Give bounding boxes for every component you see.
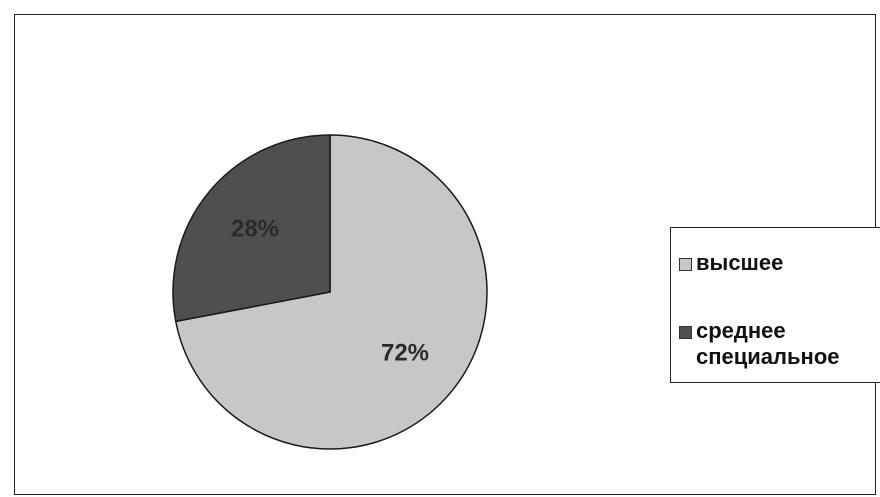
legend-swatch-secondary [679, 326, 692, 339]
legend-label-secondary: среднее специальное [696, 318, 840, 369]
legend-label-higher: высшее [696, 250, 784, 275]
slice-label-higher: 72% [381, 339, 429, 366]
pie-slice-secondary [172, 134, 331, 323]
legend-entry-higher: высшее [679, 250, 880, 276]
legend-entry-secondary: среднее специальное [679, 318, 880, 370]
pie-slice-higher [174, 134, 488, 450]
legend-swatch-higher [679, 258, 692, 271]
chart-area: 72% 28% высшее среднее специальное [14, 14, 880, 495]
slice-label-secondary: 28% [231, 215, 279, 242]
pie-chart: 72% 28% [172, 134, 488, 450]
legend: высшее среднее специальное [670, 227, 880, 383]
